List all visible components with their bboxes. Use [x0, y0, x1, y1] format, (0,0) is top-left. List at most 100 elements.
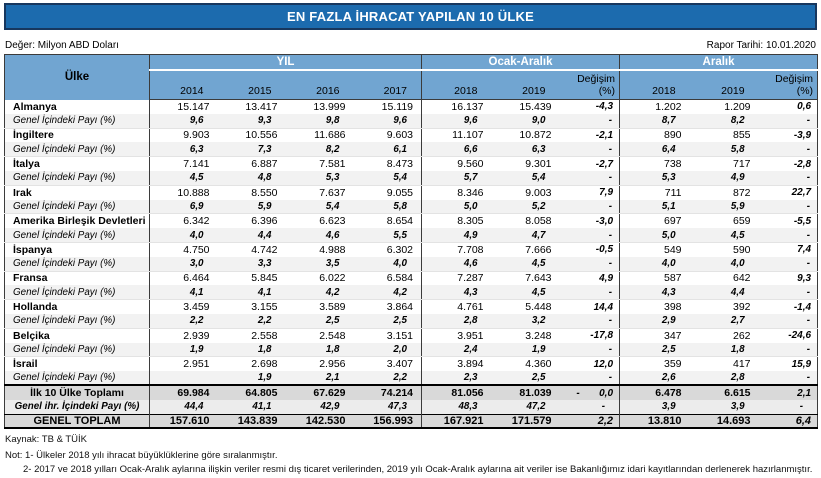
- cell-oa-2018: 81.056: [421, 384, 492, 400]
- cell-2015: 7,3: [217, 142, 286, 158]
- share-row: Genel İçindeki Payı (%) 6,9 5,9 5,4 5,8 5,0 5,…: [4, 199, 818, 215]
- cell-2014: [149, 371, 218, 386]
- cell-2016: 6.022: [285, 271, 354, 286]
- cell-oa-degisim: -: [559, 199, 621, 215]
- country-row: İtalya 7.141 6.887 7.581 8.473 9.560 9.301 -2,7…: [4, 156, 818, 171]
- cell-ar-2019: 8,2: [689, 113, 759, 129]
- cell-2015: 3.155: [217, 299, 286, 314]
- cell-oa-degisim: -: [559, 142, 621, 158]
- cell-oa-2019: 7.643: [491, 271, 560, 286]
- cell-oa-2018: 167.921: [421, 413, 492, 430]
- cell-oa-degisim: 12,0: [559, 356, 621, 372]
- cell-ar-degisim: -: [758, 199, 818, 215]
- cell-ar-2018: 2,9: [619, 313, 690, 329]
- cell-ar-2018: 8,7: [619, 113, 690, 129]
- cell-oa-2018: 7.287: [421, 271, 492, 286]
- cell-ar-degisim: -3,9: [758, 128, 818, 143]
- cell-ar-2019: 2,7: [689, 313, 759, 329]
- note-2: 2- 2017 ve 2018 yılları Ocak-Aralık ayla…: [23, 464, 813, 476]
- cell-2016: 5,4: [285, 199, 354, 215]
- column-header-2014: 2014: [149, 69, 218, 100]
- cell-oa-2018: 2,8: [421, 313, 492, 329]
- row-label: Genel İçindeki Payı (%): [4, 371, 150, 386]
- cell-oa-2019: 9.301: [491, 156, 560, 171]
- cell-ar-2019: 717: [689, 156, 759, 171]
- cell-ar-2018: 6,4: [619, 142, 690, 158]
- value-unit-label: Değer: Milyon ABD Doları: [5, 40, 119, 51]
- country-row: Irak 10.888 8.550 7.637 9.055 8.346 9.003 7,9 71…: [4, 185, 818, 200]
- cell-2015: 9,3: [217, 113, 286, 129]
- cell-ar-2019: 590: [689, 242, 759, 257]
- row-label: Genel İçindeki Payı (%): [4, 342, 150, 358]
- country-row: Belçika 2.939 2.558 2.548 3.151 3.951 3.248 -17…: [4, 328, 818, 343]
- row-label: Genel İçindeki Payı (%): [4, 199, 150, 215]
- column-header-2015: 2015: [217, 69, 286, 100]
- cell-oa-2019: 171.579: [491, 413, 560, 430]
- cell-2014: 7.141: [149, 156, 218, 171]
- share-row: Genel İçindeki Payı (%) 4,0 4,4 4,6 5,5 4,9 4,…: [4, 228, 818, 243]
- cell-oa-2019: 2,5: [491, 371, 560, 386]
- cell-ar-degisim: -: [758, 142, 818, 158]
- cell-2017: 2,2: [353, 371, 423, 386]
- cell-oa-2018: 8.305: [421, 213, 492, 229]
- cell-oa-2018: 6,6: [421, 142, 492, 158]
- row-label: Genel İçindeki Payı (%): [4, 313, 150, 329]
- cell-oa-2018: 7.708: [421, 242, 492, 257]
- cell-2015: 6.396: [217, 213, 286, 229]
- cell-2017: 8.473: [353, 156, 423, 171]
- cell-2014: 44,4: [149, 399, 218, 415]
- cell-ar-2019: 855: [689, 128, 759, 143]
- cell-2014: 15.147: [149, 99, 218, 114]
- cell-oa-2019: 9,0: [491, 113, 560, 129]
- share-row: Genel İçindeki Payı (%) 3,0 3,3 3,5 4,0 4,6 4,…: [4, 256, 818, 272]
- cell-ar-2018: 5,1: [619, 199, 690, 215]
- country-row: Amerika Birleşik Devletleri 6.342 6.396 6.6…: [4, 213, 818, 229]
- table-footer: İlk 10 Ülke Toplamı 69.984 64.805 67.629 74.…: [4, 384, 818, 430]
- cell-ar-2019: 4,0: [689, 256, 759, 272]
- cell-2016: 2,5: [285, 313, 354, 329]
- cell-ar-2018: 2,5: [619, 342, 690, 358]
- cell-oa-2018: 2,4: [421, 342, 492, 358]
- cell-ar-degisim: -2,8: [758, 156, 818, 171]
- cell-2014: 69.984: [149, 384, 218, 400]
- column-group-yil: YIL: [149, 54, 423, 71]
- cell-ar-2018: 697: [619, 213, 690, 229]
- cell-oa-2018: 4,6: [421, 256, 492, 272]
- cell-oa-degisim: -4,3: [559, 99, 621, 114]
- cell-ar-degisim: 0,6: [758, 99, 818, 114]
- cell-oa-degisim: 14,4: [559, 299, 621, 314]
- cell-oa-2019: 15.439: [491, 99, 560, 114]
- cell-ar-2019: 417: [689, 356, 759, 372]
- cell-2017: 5,8: [353, 199, 423, 215]
- column-header-oa-degisim: Değişim (%): [559, 69, 621, 100]
- cell-ar-2018: 5,3: [619, 170, 690, 186]
- cell-oa-degisim: -17,8: [559, 328, 621, 343]
- cell-2015: 2.558: [217, 328, 286, 343]
- cell-ar-2018: 587: [619, 271, 690, 286]
- cell-ar-2018: 398: [619, 299, 690, 314]
- share-row: Genel İçindeki Payı (%) 2,2 2,2 2,5 2,5 2,8 3,…: [4, 313, 818, 329]
- cell-2016: 4,6: [285, 228, 354, 243]
- cell-oa-degisim: -: [559, 313, 621, 329]
- share-row: Genel İçindeki Payı (%) 1,9 1,8 1,8 2,0 2,4 1,…: [4, 342, 818, 358]
- cell-oa-2018: 48,3: [421, 399, 492, 415]
- cell-oa-2019: 47,2: [491, 399, 560, 415]
- report-title-bar: EN FAZLA İHRACAT YAPILAN 10 ÜLKE: [4, 3, 817, 30]
- cell-2015: 2.698: [217, 356, 286, 372]
- cell-2017: 2,0: [353, 342, 423, 358]
- cell-ar-2018: 738: [619, 156, 690, 171]
- cell-oa-2019: 9.003: [491, 185, 560, 200]
- column-header-oa-2019: 2019: [491, 69, 560, 100]
- cell-ar-2019: 14.693: [689, 413, 759, 430]
- cell-ar-2018: 359: [619, 356, 690, 372]
- cell-ar-2019: 872: [689, 185, 759, 200]
- cell-2014: 2,2: [149, 313, 218, 329]
- cell-ar-degisim: -: [758, 342, 818, 358]
- cell-2015: 2,2: [217, 313, 286, 329]
- cell-oa-2019: 8.058: [491, 213, 560, 229]
- cell-ar-2019: 5,8: [689, 142, 759, 158]
- cell-oa-degisim: -: [559, 113, 621, 129]
- cell-2014: 4,1: [149, 285, 218, 301]
- share-row: Genel İçindeki Payı (%) 4,5 4,8 5,3 5,4 5,7 5,…: [4, 170, 818, 186]
- cell-2014: 9,6: [149, 113, 218, 129]
